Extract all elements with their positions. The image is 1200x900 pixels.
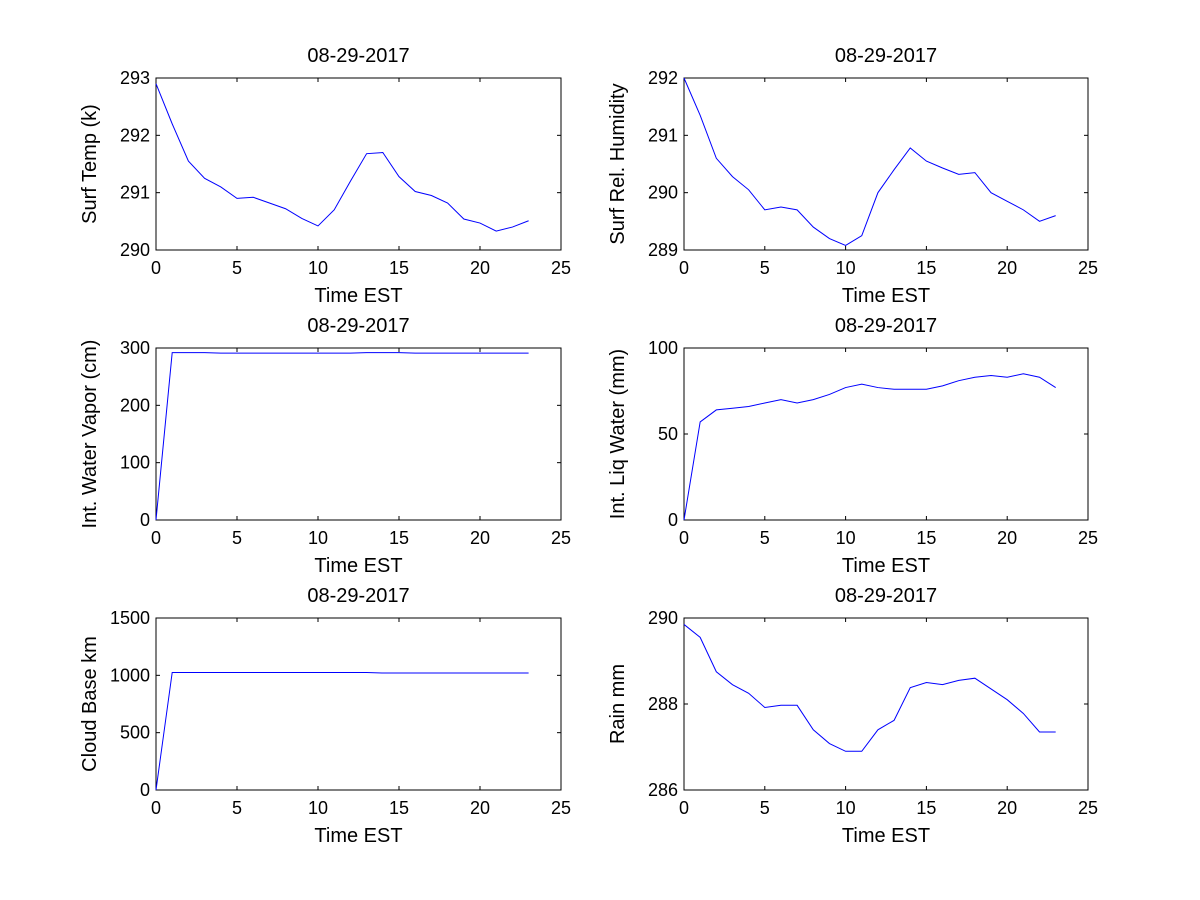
x-tick-label: 5 [760,798,770,818]
x-tick-label: 20 [470,528,490,548]
x-tick-label: 10 [308,528,328,548]
y-tick-label: 500 [120,723,150,743]
y-tick-label: 292 [120,125,150,145]
y-tick-label: 288 [648,694,678,714]
y-tick-label: 0 [668,510,678,530]
subplot-1: 0 5 10 15 20 25 290 291 292 293 08-29-2017 Time EST… [79,45,571,307]
y-tick-label: 292 [648,68,678,88]
x-tick-label: 25 [551,258,571,278]
chart-title: 08-29-2017 [307,45,409,67]
axes-frame [683,617,1089,791]
chart-title: 08-29-2017 [835,45,937,67]
subplot-6: 0 5 10 15 20 25 286 288 290 08-29-2017 Time EST Rai… [607,585,1098,847]
series-line-1 [683,77,1056,246]
y-axis-label: Surf Rel. Humidity [607,83,629,244]
y-tick-label: 1500 [110,608,150,628]
x-axis-label: Time EST [314,285,402,307]
chart-title: 08-29-2017 [307,585,409,607]
series-line-1 [683,373,1056,521]
x-tick-label: 15 [916,258,936,278]
x-tick-label: 5 [232,258,242,278]
y-tick-label: 0 [140,780,150,800]
y-tick-label: 100 [120,453,150,473]
x-axis-label: Time EST [842,285,930,307]
chart-title: 08-29-2017 [835,585,937,607]
y-tick-label: 289 [648,240,678,260]
x-tick-label: 20 [470,258,490,278]
axes-frame [155,77,562,251]
x-tick-label: 0 [679,258,689,278]
x-tick-label: 20 [997,528,1017,548]
x-tick-label: 10 [836,528,856,548]
x-tick-label: 5 [232,528,242,548]
axes-frame [155,617,562,791]
x-tick-label: 25 [1078,798,1098,818]
y-tick-label: 291 [648,125,678,145]
y-axis-label: Surf Temp (k) [79,104,101,224]
x-tick-label: 5 [232,798,242,818]
x-tick-label: 0 [679,528,689,548]
y-tick-label: 0 [140,510,150,530]
series-line-1 [155,352,529,521]
y-axis-label: Rain mm [607,664,629,744]
x-tick-label: 25 [1078,258,1098,278]
x-axis-label: Time EST [842,825,930,847]
y-axis-label: Cloud Base km [79,636,101,772]
x-tick-label: 20 [470,798,490,818]
axes-frame [683,347,1089,521]
y-tick-label: 286 [648,780,678,800]
x-tick-label: 15 [389,528,409,548]
x-axis-label: Time EST [314,555,402,577]
x-tick-label: 10 [836,798,856,818]
x-tick-label: 10 [836,258,856,278]
x-axis-label: Time EST [314,825,402,847]
y-axis-label: Int. Water Vapor (cm) [79,340,101,529]
axes-frame [155,347,562,521]
subplot-5: 0 5 10 15 20 25 0 500 1000 1500 08-29-2017 Time EST… [79,585,571,847]
subplot-4: 0 5 10 15 20 25 0 50 100 08-29-2017 Time EST Int. L… [607,315,1098,577]
y-tick-label: 100 [648,338,678,358]
series-line-1 [155,83,529,232]
y-tick-label: 291 [120,183,150,203]
x-tick-label: 15 [389,258,409,278]
axes-frame [683,77,1089,251]
y-tick-label: 290 [648,183,678,203]
x-tick-label: 0 [679,798,689,818]
x-tick-label: 0 [151,528,161,548]
chart-title: 08-29-2017 [835,315,937,337]
y-tick-label: 50 [658,424,678,444]
series-line-1 [155,671,529,791]
x-axis-label: Time EST [842,555,930,577]
x-tick-label: 5 [760,258,770,278]
x-tick-label: 15 [916,798,936,818]
x-tick-label: 0 [151,258,161,278]
x-tick-label: 5 [760,528,770,548]
y-tick-label: 1000 [110,665,150,685]
x-tick-label: 20 [997,798,1017,818]
x-tick-label: 10 [308,258,328,278]
x-tick-label: 25 [551,798,571,818]
x-tick-label: 25 [551,528,571,548]
y-tick-label: 200 [120,395,150,415]
y-tick-label: 293 [120,68,150,88]
x-tick-label: 20 [997,258,1017,278]
subplot-3: 0 5 10 15 20 25 0 100 200 300 08-29-2017 Time EST In… [79,315,571,577]
y-tick-label: 300 [120,338,150,358]
series-line-1 [683,624,1056,752]
x-tick-label: 15 [916,528,936,548]
y-axis-label: Int. Liq Water (mm) [607,349,629,519]
y-tick-label: 290 [648,608,678,628]
x-tick-label: 0 [151,798,161,818]
x-tick-label: 15 [389,798,409,818]
y-tick-label: 290 [120,240,150,260]
x-tick-label: 10 [308,798,328,818]
chart-title: 08-29-2017 [307,315,409,337]
subplot-2: 0 5 10 15 20 25 289 290 291 292 08-29-2017 Time EST… [607,45,1098,307]
x-tick-label: 25 [1078,528,1098,548]
